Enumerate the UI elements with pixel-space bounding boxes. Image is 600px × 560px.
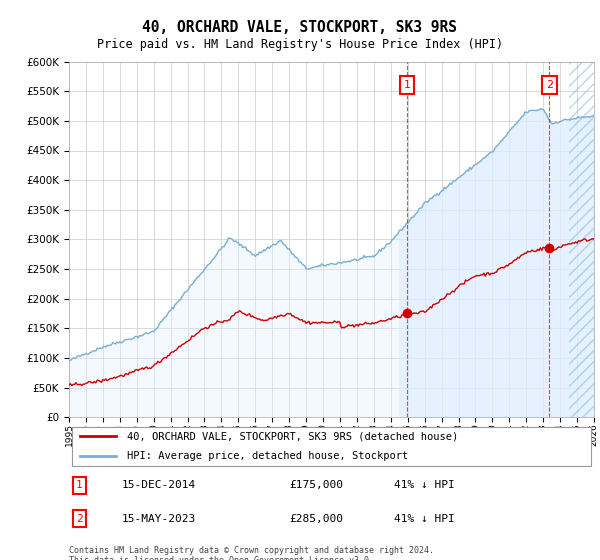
Text: 15-MAY-2023: 15-MAY-2023 [121, 514, 196, 524]
Text: 2: 2 [76, 514, 83, 524]
Text: 40, ORCHARD VALE, STOCKPORT, SK3 9RS: 40, ORCHARD VALE, STOCKPORT, SK3 9RS [143, 20, 458, 35]
FancyBboxPatch shape [71, 427, 592, 466]
Text: HPI: Average price, detached house, Stockport: HPI: Average price, detached house, Stoc… [127, 451, 408, 461]
Text: 40, ORCHARD VALE, STOCKPORT, SK3 9RS (detached house): 40, ORCHARD VALE, STOCKPORT, SK3 9RS (de… [127, 431, 458, 441]
Bar [569, 62, 594, 417]
Bar [569, 62, 594, 417]
Text: £285,000: £285,000 [290, 514, 343, 524]
Text: 41% ↓ HPI: 41% ↓ HPI [395, 480, 455, 490]
Text: 1: 1 [404, 80, 410, 90]
Text: 2: 2 [546, 80, 553, 90]
Text: 41% ↓ HPI: 41% ↓ HPI [395, 514, 455, 524]
Text: £175,000: £175,000 [290, 480, 343, 490]
Text: Contains HM Land Registry data © Crown copyright and database right 2024.
This d: Contains HM Land Registry data © Crown c… [69, 546, 434, 560]
Text: 15-DEC-2014: 15-DEC-2014 [121, 480, 196, 490]
Text: 1: 1 [76, 480, 83, 490]
Text: Price paid vs. HM Land Registry's House Price Index (HPI): Price paid vs. HM Land Registry's House … [97, 38, 503, 51]
